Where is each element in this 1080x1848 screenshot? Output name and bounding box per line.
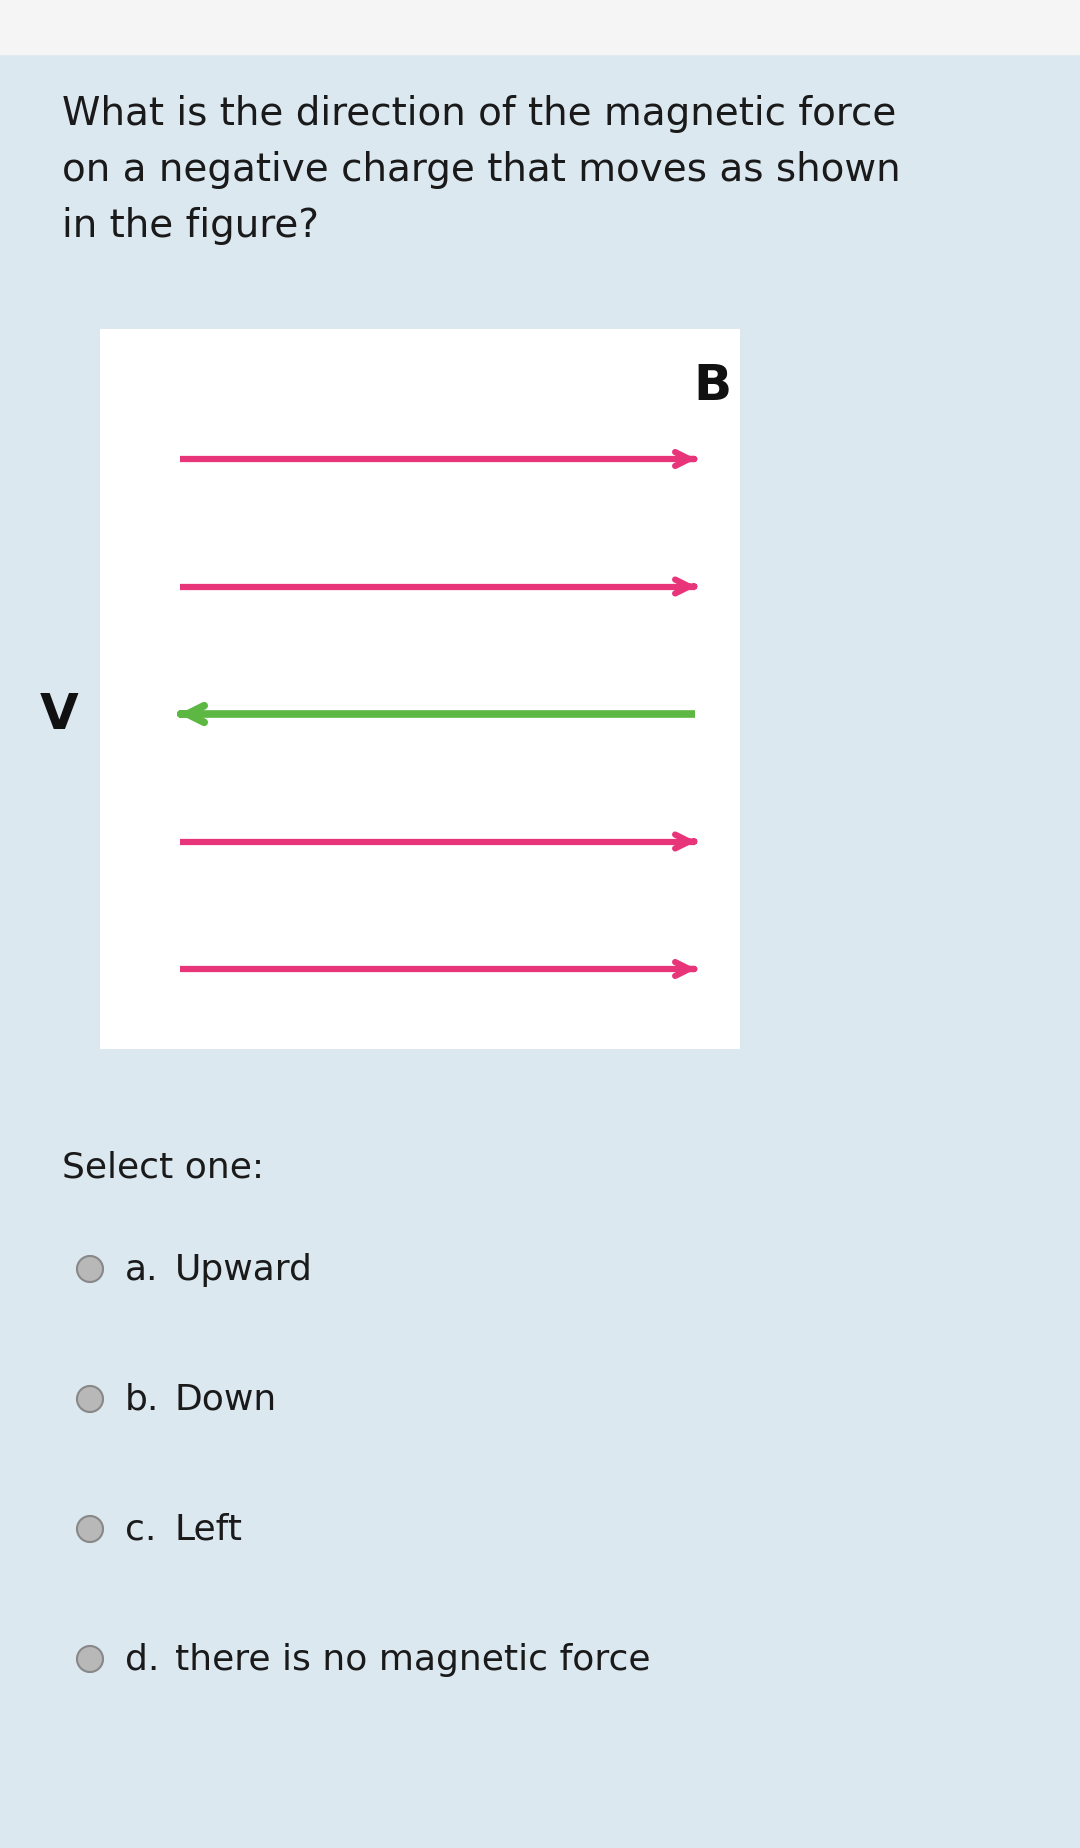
Text: a.: a. bbox=[125, 1253, 159, 1286]
Text: there is no magnetic force: there is no magnetic force bbox=[175, 1643, 650, 1676]
Circle shape bbox=[77, 1647, 103, 1672]
Text: b.: b. bbox=[125, 1382, 160, 1416]
Circle shape bbox=[77, 1386, 103, 1412]
Text: Down: Down bbox=[175, 1382, 278, 1416]
Text: B: B bbox=[693, 362, 731, 410]
Text: Select one:: Select one: bbox=[62, 1149, 265, 1183]
Text: d.: d. bbox=[125, 1643, 160, 1676]
Circle shape bbox=[77, 1257, 103, 1283]
Bar bbox=[0, 0, 1080, 55]
Circle shape bbox=[77, 1515, 103, 1543]
Text: c.: c. bbox=[125, 1512, 157, 1547]
Text: V: V bbox=[39, 691, 78, 739]
Bar bbox=[100, 329, 740, 1050]
Text: What is the direction of the magnetic force
on a negative charge that moves as s: What is the direction of the magnetic fo… bbox=[62, 94, 901, 246]
Text: Upward: Upward bbox=[175, 1253, 313, 1286]
Text: Left: Left bbox=[175, 1512, 243, 1547]
